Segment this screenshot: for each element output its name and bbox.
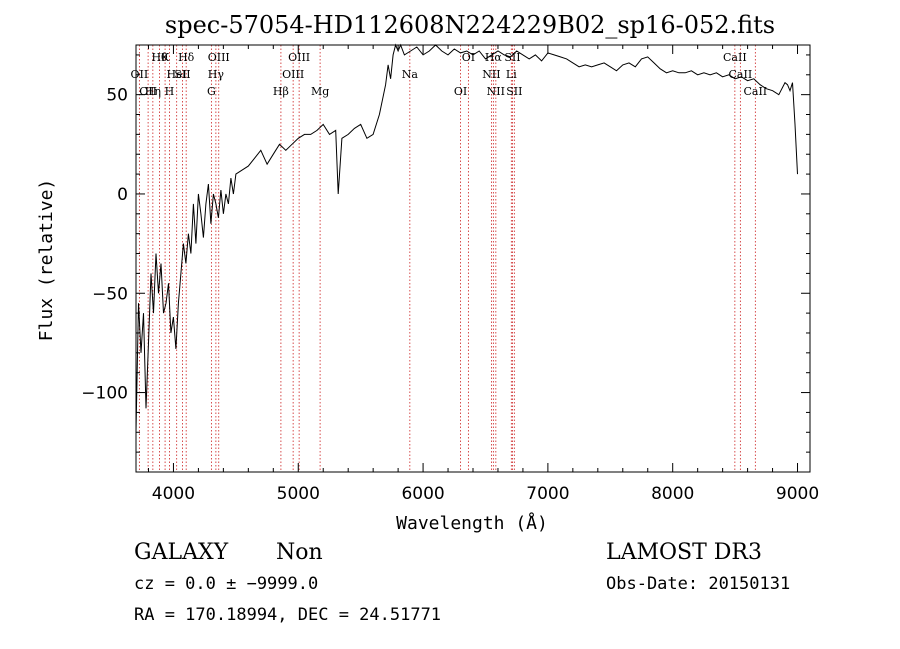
y-axis: −100 −50 0 50 — [81, 54, 810, 453]
line-label-SII: SII — [504, 51, 520, 64]
object-subclass: Non — [276, 540, 323, 565]
y-axis-label: Flux (relative) — [36, 179, 57, 342]
footer-info: GALAXY Non cz = 0.0 ± −9999.0 RA = 170.1… — [134, 540, 790, 625]
line-label-CaII: CaII — [729, 68, 753, 81]
line-label-OIII: OIII — [288, 51, 310, 64]
coordinates-line: RA = 170.18994, DEC = 24.51771 — [134, 605, 441, 625]
line-label-Hβ: Hβ — [273, 85, 289, 98]
obs-date-line: Obs-Date: 20150131 — [606, 574, 790, 594]
x-tick-label: 5000 — [277, 484, 320, 504]
redshift-line: cz = 0.0 ± −9999.0 — [134, 574, 318, 594]
line-label-Na: Na — [402, 68, 419, 81]
line-label-Hδ: Hδ — [178, 51, 195, 64]
line-label-NII: NII — [487, 85, 505, 98]
line-label-H: H — [165, 85, 175, 98]
y-tick-label: −100 — [81, 384, 128, 404]
object-class: GALAXY — [134, 540, 229, 565]
line-label-Mg: Mg — [311, 85, 329, 98]
line-label-OIII: OIII — [282, 68, 304, 81]
line-label-SII: SII — [174, 68, 190, 81]
line-label-SII: SII — [506, 85, 522, 98]
x-tick-label: 4000 — [152, 484, 195, 504]
line-label-G: G — [207, 85, 216, 98]
spectral-line-labels: OIIOIIHηHθKHHeISIIHδGHγOIIIHβOIIIOIIIMgN… — [131, 51, 768, 98]
line-label-Hθ: Hθ — [151, 51, 168, 64]
plot-frame — [135, 44, 811, 473]
survey-label: LAMOST DR3 — [606, 540, 762, 565]
line-label-NII: NII — [482, 68, 500, 81]
line-label-OIII: OIII — [208, 51, 230, 64]
line-label-Hγ: Hγ — [208, 68, 225, 81]
x-tick-label: 6000 — [401, 484, 444, 504]
spectral-line-markers — [138, 45, 756, 472]
line-label-K: K — [161, 51, 170, 64]
y-tick-label: 0 — [117, 185, 128, 205]
line-label-CaII: CaII — [723, 51, 747, 64]
line-label-Hη: Hη — [145, 85, 161, 98]
x-tick-label: 9000 — [776, 484, 819, 504]
x-axis: 4000 5000 6000 7000 8000 9000 — [147, 45, 819, 504]
chart-title: spec-57054-HD112608N224229B02_sp16-052.f… — [165, 11, 775, 39]
y-tick-label: −50 — [92, 284, 128, 304]
line-label-Li: Li — [506, 68, 517, 81]
x-tick-label: 7000 — [526, 484, 569, 504]
line-label-Hα: Hα — [485, 51, 503, 64]
spectrum-line — [135, 43, 798, 433]
line-label-OI: OI — [462, 51, 475, 64]
line-label-HeI: HeI — [166, 68, 186, 81]
line-label-OI: OI — [454, 85, 467, 98]
x-axis-label: Wavelength (Å) — [396, 512, 548, 534]
x-tick-label: 8000 — [651, 484, 694, 504]
line-label-CaII: CaII — [743, 85, 767, 98]
y-tick-label: 50 — [106, 86, 128, 106]
